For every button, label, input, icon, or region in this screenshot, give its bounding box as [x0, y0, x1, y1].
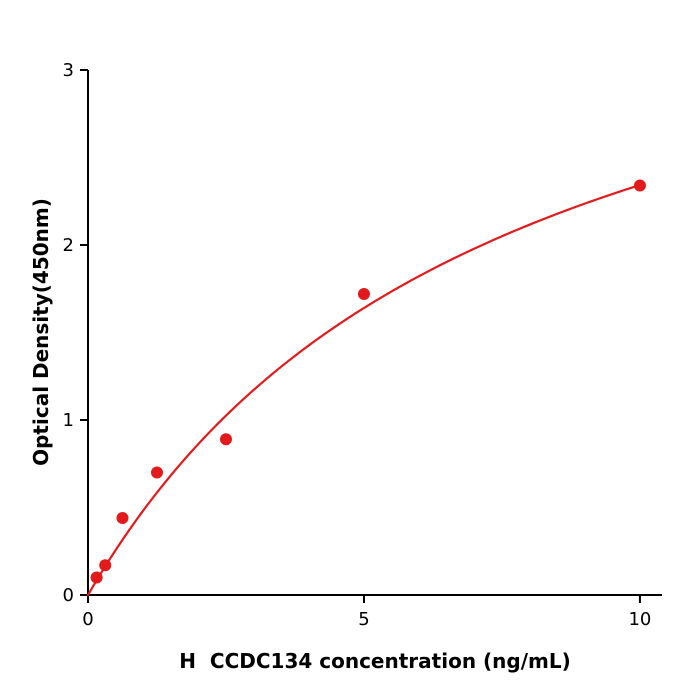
x-tick-label: 0 [82, 609, 93, 630]
data-point [116, 512, 129, 524]
data-point [633, 179, 646, 192]
y-tick-label: 2 [63, 235, 74, 256]
y-tick-label: 0 [63, 585, 74, 606]
x-tick-label: 10 [628, 609, 651, 630]
y-axis-label: Optical Density(450nm) [29, 198, 53, 466]
y-tick-label: 3 [63, 60, 74, 81]
plot-area: 0 1 2 3 0 5 10 [63, 60, 662, 630]
data-point [90, 571, 103, 584]
data-point [150, 466, 163, 479]
data-point [99, 559, 112, 572]
data-point [219, 433, 232, 446]
x-tick-label: 5 [358, 609, 369, 630]
y-tick-label: 1 [63, 410, 74, 431]
data-point [357, 288, 370, 300]
fit-curve [86, 183, 642, 597]
x-axis-label: H CCDC134 concentration (ng/mL) [179, 649, 571, 673]
